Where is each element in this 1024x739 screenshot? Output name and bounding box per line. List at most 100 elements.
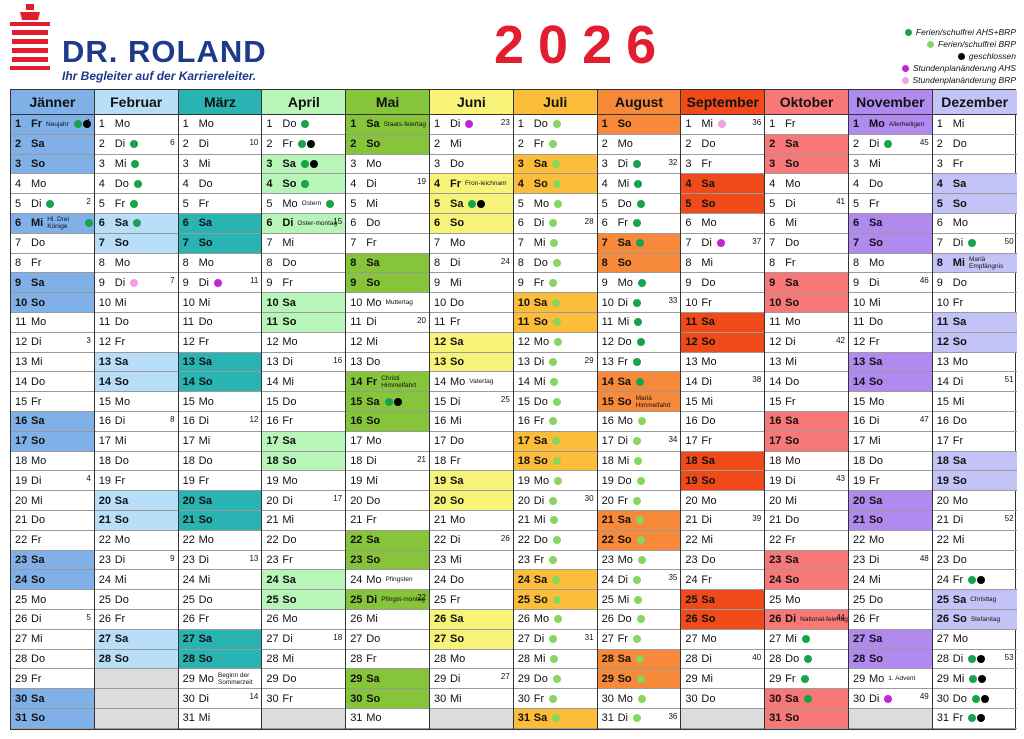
day-cell: 22 So xyxy=(597,530,681,551)
day-number: 18 xyxy=(517,454,531,467)
status-dots xyxy=(632,298,642,307)
day-number: 17 xyxy=(517,435,531,448)
weekday-label: Do xyxy=(198,316,213,329)
month-header: Jänner xyxy=(11,90,94,115)
weekday-label: Mo xyxy=(952,217,969,230)
weekday-label: So xyxy=(31,157,46,170)
day-cell: 21 Di 52 xyxy=(932,511,1017,531)
day-number: 10 xyxy=(601,296,614,309)
holiday-label: Allerheiligen xyxy=(888,120,925,128)
status-dots xyxy=(552,159,561,168)
day-number: 8 xyxy=(685,256,692,269)
day-cell: 23 Mo xyxy=(597,551,681,571)
status-dots xyxy=(326,199,335,208)
weekday-label: Di xyxy=(617,573,628,586)
day-number: 19 xyxy=(266,474,279,487)
weekday-label: Sa xyxy=(366,534,380,547)
week-number: 36 xyxy=(752,118,762,127)
day-cell: 25 Sa xyxy=(681,590,765,610)
day-number: 8 xyxy=(852,256,860,269)
weekday-label: Mo xyxy=(617,276,633,289)
day-number: 27 xyxy=(936,633,950,646)
day-cell: 5 Sa xyxy=(429,194,513,214)
day-number: 13 xyxy=(350,355,363,368)
day-cell: 16 Do xyxy=(681,412,765,432)
weekday-label: Sa xyxy=(366,672,380,685)
day-number: 10 xyxy=(685,296,698,309)
status-dot-icon xyxy=(468,199,477,208)
status-dots xyxy=(549,555,558,564)
weekday-label: Mi xyxy=(617,593,630,606)
weekday-label: Do xyxy=(31,237,46,250)
weekday-label: So xyxy=(533,316,548,329)
weekday-label: Sa xyxy=(701,316,715,329)
day-cell: 5 So xyxy=(932,194,1017,214)
day-cell: 17 Do xyxy=(429,432,513,452)
weekday-label: So xyxy=(31,712,46,725)
day-cell: 5 So xyxy=(681,194,765,214)
day-number: 29 xyxy=(350,672,363,685)
weekday-label: Fr xyxy=(868,336,880,349)
weekday-label: Fr xyxy=(31,256,42,269)
day-cell: 7 Mi xyxy=(262,234,346,254)
day-cell: 13 Mo xyxy=(681,353,765,373)
weekday-label: Do xyxy=(533,534,548,547)
day-cell: 19 Sa xyxy=(429,471,513,492)
day-cell: 19 Mo xyxy=(262,471,346,492)
day-cell: 14 Sa xyxy=(597,372,681,393)
day-number: 15 xyxy=(433,395,447,408)
week-number: 22 xyxy=(417,593,426,603)
day-cell: 6 Do xyxy=(346,214,429,234)
status-dot-icon xyxy=(634,318,643,327)
day-cell: 16 Mi xyxy=(429,412,513,432)
day-number: 29 xyxy=(266,672,279,685)
day-number: 25 xyxy=(182,593,195,606)
day-cell: 1 Sa Staats-feiertag xyxy=(346,115,429,135)
month-header: Juli xyxy=(513,90,597,115)
legend-dot-icon xyxy=(901,76,909,84)
status-dots xyxy=(552,318,562,327)
day-number: 17 xyxy=(15,435,28,448)
day-number: 12 xyxy=(433,336,447,349)
status-dot-icon xyxy=(636,239,645,248)
day-cell: 20 So xyxy=(429,491,513,511)
status-dots xyxy=(803,694,813,703)
weekday-label: Do xyxy=(282,672,297,685)
weekday-label: Mi xyxy=(868,157,881,170)
day-number: 29 xyxy=(852,672,866,685)
weekday-label: Fr xyxy=(31,118,42,131)
day-number: 29 xyxy=(685,672,698,685)
day-cell: 6 Mi Hl. Drei Könige xyxy=(11,213,94,234)
day-number: 23 xyxy=(685,553,698,566)
weekday-label: Do xyxy=(617,474,632,487)
day-cell: 25 Sa Christtag xyxy=(932,590,1017,610)
day-cell: 10 Sa xyxy=(513,293,597,313)
day-number: 26 xyxy=(852,613,866,626)
status-dot-icon xyxy=(632,357,641,366)
weekday-label: So xyxy=(114,652,129,665)
status-dot-icon xyxy=(550,239,559,248)
day-cell: 17 Sa xyxy=(513,431,597,452)
day-number: 18 xyxy=(852,454,866,467)
week-number: 31 xyxy=(584,632,594,642)
day-cell: 20 Sa xyxy=(848,491,932,511)
weekday-label: Di xyxy=(785,474,796,487)
weekday-label: Fr xyxy=(952,712,964,725)
weekday-label: Mo xyxy=(952,494,969,507)
status-dots xyxy=(634,595,643,604)
day-number: 8 xyxy=(15,256,22,269)
holiday-label: Ostern xyxy=(301,200,322,208)
weekday-label: So xyxy=(617,118,632,131)
day-number: 14 xyxy=(517,375,531,388)
status-dot-icon xyxy=(969,674,978,683)
status-dot-icon xyxy=(636,476,645,485)
day-cell: 3 Mi xyxy=(94,155,178,175)
status-dot-icon xyxy=(84,219,93,228)
day-number: 11 xyxy=(350,316,362,329)
day-number: 2 xyxy=(685,138,692,151)
day-cell: 20 Di 17 xyxy=(262,491,346,511)
day-number: 30 xyxy=(769,692,782,705)
day-number: 14 xyxy=(852,375,866,388)
day-number: 10 xyxy=(15,296,28,309)
day-cell: 7 Di 50 xyxy=(932,234,1017,254)
